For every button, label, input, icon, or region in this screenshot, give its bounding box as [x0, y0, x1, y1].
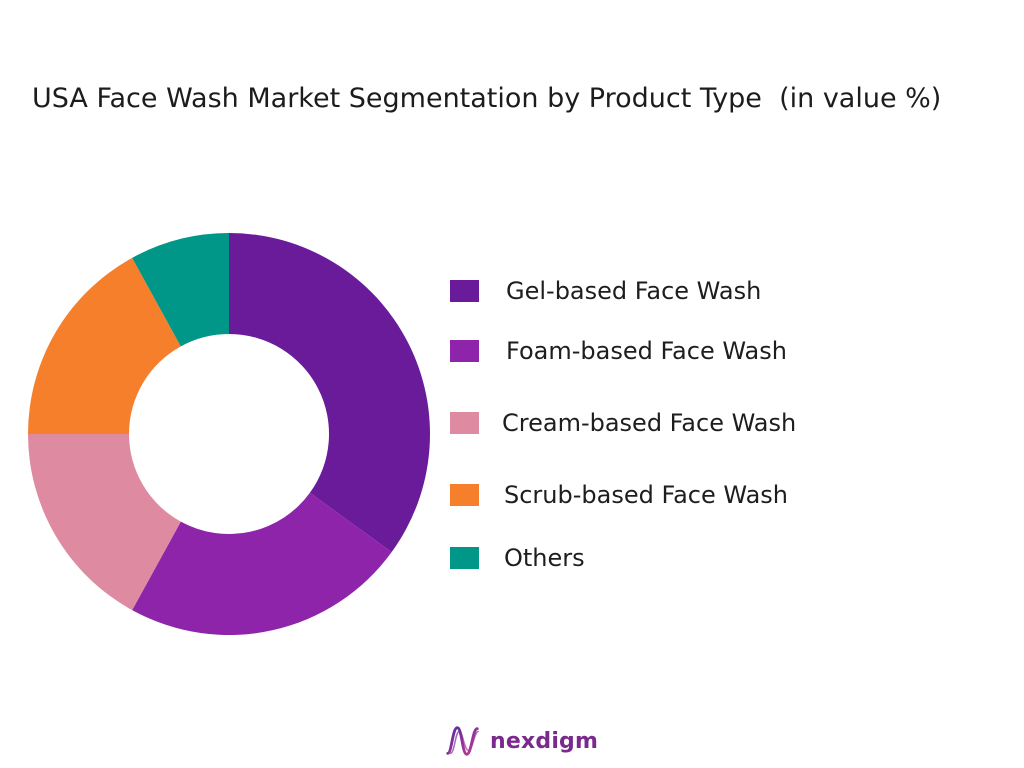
slice-others: [132, 233, 229, 347]
legend-label-gel: Gel-based Face Wash: [506, 277, 762, 305]
slice-scrub: [28, 257, 181, 434]
slice-gel: [229, 233, 431, 553]
legend-item-scrub: Scrub-based Face Wash: [450, 481, 788, 509]
legend-item-foam: Foam-based Face Wash: [450, 337, 787, 365]
legend-swatch-scrub: [450, 484, 479, 506]
nexdigm-wave-logo-icon: [446, 726, 479, 756]
chart-title: USA Face Wash Market Segmentation by Pro…: [32, 83, 942, 114]
legend-swatch-gel: [450, 280, 479, 302]
brand-footer: nexdigm: [444, 722, 598, 760]
brand-name: nexdigm: [490, 728, 599, 754]
legend-label-foam: Foam-based Face Wash: [506, 337, 787, 365]
legend-label-scrub: Scrub-based Face Wash: [504, 481, 788, 509]
legend-item-others: Others: [450, 544, 585, 572]
legend-label-cream: Cream-based Face Wash: [502, 409, 797, 437]
legend-swatch-others: [450, 547, 479, 569]
slice-cream: [28, 434, 181, 611]
legend-item-gel: Gel-based Face Wash: [450, 277, 761, 305]
legend-swatch-foam: [450, 340, 479, 362]
legend-swatch-cream: [450, 412, 479, 434]
donut-slices: [28, 233, 431, 635]
legend-label-others: Others: [504, 544, 585, 572]
legend-item-cream: Cream-based Face Wash: [450, 409, 796, 437]
slice-foam: [132, 492, 392, 635]
